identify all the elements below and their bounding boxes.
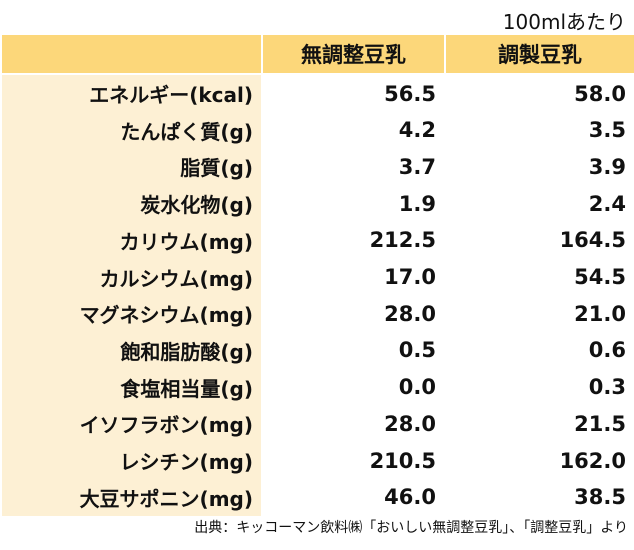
header-cell: 無調整豆乳: [263, 35, 444, 73]
row-label: カリウム(mg): [2, 221, 261, 259]
value-cell: 3.9: [588, 154, 626, 179]
value-cell: 46.0: [384, 485, 436, 510]
header-cell: 調製豆乳: [446, 35, 634, 73]
value-cell: 17.0: [384, 265, 436, 289]
row-label: イソフラボン(mg): [2, 405, 261, 443]
value-cell: 2.4: [588, 191, 626, 216]
unit-note: 100mlあたり: [502, 10, 626, 34]
value-cell: 21.0: [574, 301, 626, 326]
value-cell: 56.5: [384, 81, 436, 106]
header-blank: [2, 35, 261, 73]
source-note: 出典：キッコーマン飲料㈱「おいしい無調整豆乳」、「調整豆乳」より: [194, 520, 628, 536]
value-cell: 28.0: [384, 411, 436, 436]
value-cell: 0.5: [398, 338, 436, 363]
row-label: 大豆サポニン(mg): [2, 478, 261, 516]
value-cell: 21.5: [574, 411, 626, 436]
value-cell: 1.9: [398, 191, 436, 216]
row-label: 食塩相当量(g): [2, 368, 261, 406]
value-cell: 162.0: [559, 448, 626, 473]
row-label: カルシウム(mg): [2, 258, 261, 296]
row-label: レシチン(mg): [2, 442, 261, 479]
value-cell: 3.7: [398, 154, 436, 179]
row-label: マグネシウム(mg): [2, 295, 261, 333]
value-cell: 28.0: [384, 301, 436, 326]
row-label: 飽和脂肪酸(g): [2, 331, 261, 369]
value-cell: 0.0: [398, 375, 436, 400]
value-cell: 212.5: [369, 228, 436, 253]
value-cell: 58.0: [574, 81, 626, 106]
value-cell: 3.5: [588, 118, 626, 143]
value-cell: 38.5: [574, 485, 626, 510]
row-label: エネルギー(kcal): [2, 75, 261, 112]
value-cell: 4.2: [398, 118, 436, 143]
value-cell: 54.5: [574, 265, 626, 289]
value-cell: 210.5: [369, 448, 436, 473]
value-cell: 0.3: [588, 375, 626, 400]
row-label: 炭水化物(g): [2, 185, 261, 223]
value-cell: 164.5: [559, 228, 626, 253]
value-cell: 0.6: [588, 338, 626, 363]
row-label: 脂質(g): [2, 148, 261, 186]
row-label: たんぱく質(g): [2, 111, 261, 149]
